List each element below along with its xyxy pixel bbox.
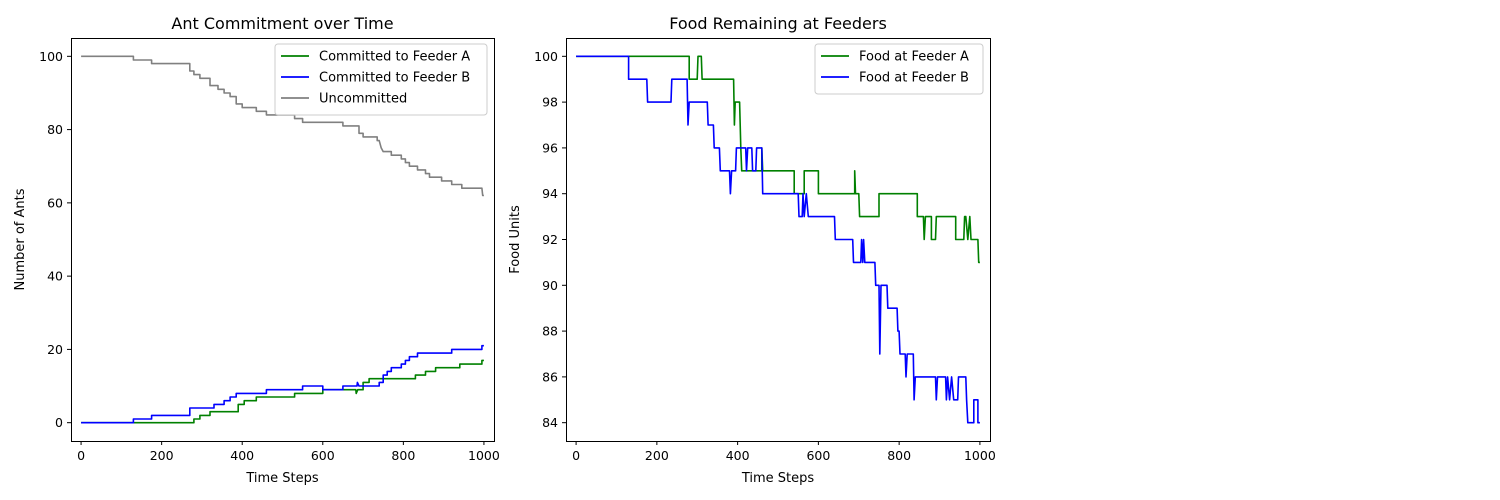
- plot-frame: [71, 38, 495, 442]
- series-line: [576, 55, 980, 264]
- y-tick-label: 100: [39, 49, 63, 64]
- legend-label: Food at Feeder B: [859, 71, 969, 86]
- y-tick-label: 88: [542, 324, 558, 339]
- y-tick-label: 40: [47, 269, 63, 284]
- tick-layer: 0 200 400 600 800 1000 84 86 88 90 92 94 96 98 100: [534, 49, 996, 463]
- chart-title: Ant Commitment over Time: [171, 14, 393, 33]
- y-tick-label: 86: [542, 369, 558, 384]
- series-line: [81, 55, 484, 197]
- legend-label: Uncommitted: [319, 92, 407, 107]
- y-tick-label: 20: [47, 342, 63, 357]
- x-tick-label: 800: [391, 448, 415, 463]
- x-tick-label: 0: [77, 448, 85, 463]
- legend-label: Committed to Feeder B: [319, 71, 470, 86]
- x-tick-label: 600: [806, 448, 830, 463]
- y-axis-label: Number of Ants: [13, 188, 28, 290]
- x-axis-label: Time Steps: [741, 471, 815, 486]
- x-tick-label: 600: [311, 448, 335, 463]
- plot-frame: [566, 38, 991, 442]
- legend-box: [814, 43, 984, 95]
- legend-label: Food at Feeder A: [859, 50, 969, 65]
- y-tick-label: 98: [542, 95, 558, 110]
- series-line: [81, 359, 484, 424]
- legend: Food at Feeder A Food at Feeder B: [814, 43, 984, 95]
- y-tick-label: 60: [47, 195, 63, 210]
- series-layer: [576, 55, 980, 424]
- x-tick-label: 1000: [964, 448, 996, 463]
- y-tick-label: 80: [47, 122, 63, 137]
- legend: Committed to Feeder A Committed to Feeder…: [274, 43, 488, 116]
- x-tick-label: 200: [150, 448, 174, 463]
- y-tick-label: 94: [542, 186, 558, 201]
- x-tick-label: 800: [887, 448, 911, 463]
- tick-layer: 0 200 400 600 800 1000 0 20 40 60 80 100: [39, 49, 500, 463]
- y-tick-label: 84: [542, 415, 558, 430]
- x-tick-label: 1000: [468, 448, 500, 463]
- y-tick-label: 100: [534, 49, 558, 64]
- y-tick-label: 90: [542, 278, 558, 293]
- y-tick-label: 0: [55, 415, 63, 430]
- y-tick-label: 96: [542, 140, 558, 155]
- series-layer: [81, 55, 484, 424]
- x-axis-label: Time Steps: [245, 471, 319, 486]
- y-tick-label: 92: [542, 232, 558, 247]
- legend-box: [274, 43, 488, 116]
- x-tick-label: 200: [645, 448, 669, 463]
- series-line: [81, 344, 484, 424]
- x-tick-label: 400: [726, 448, 750, 463]
- x-tick-label: 400: [230, 448, 254, 463]
- food-chart: Food Remaining at Feeders Time Steps Foo…: [508, 14, 996, 486]
- legend-label: Committed to Feeder A: [319, 50, 470, 65]
- y-axis-label: Food Units: [508, 205, 523, 274]
- x-tick-label: 0: [572, 448, 580, 463]
- series-line: [576, 55, 980, 424]
- commitment-chart: Ant Commitment over Time Time Steps Numb…: [13, 14, 500, 486]
- chart-title: Food Remaining at Feeders: [669, 14, 887, 33]
